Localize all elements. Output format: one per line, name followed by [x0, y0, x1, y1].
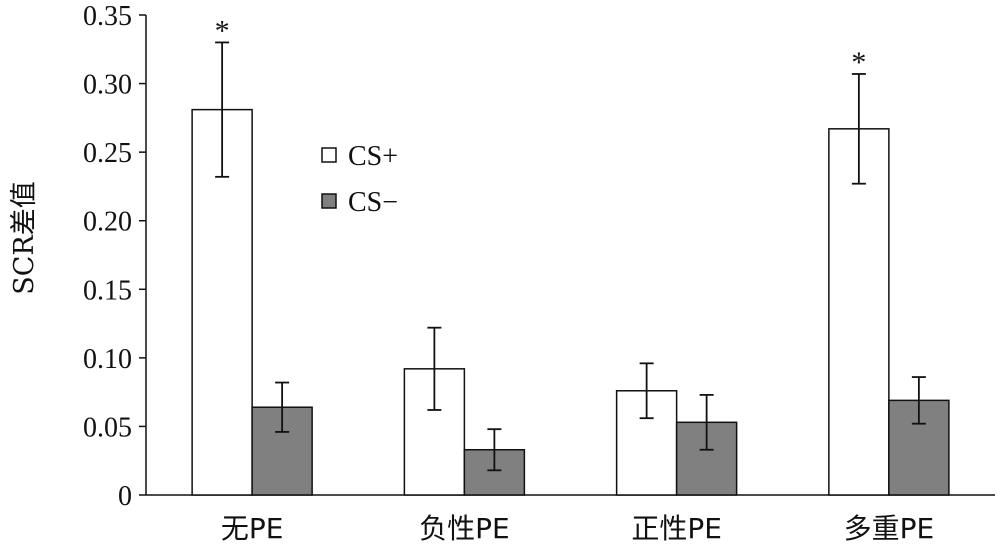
- y-ticks: 0 0.05 0.10 0.15 0.20 0.25 0.30 0.35: [83, 1, 146, 512]
- significance-star: *: [851, 46, 866, 79]
- annotations: **: [215, 14, 867, 79]
- bar-cs-plus: [403, 368, 466, 496]
- significance-star: *: [215, 14, 230, 47]
- y-tick-label: 0.05: [83, 412, 132, 443]
- error-bars: [215, 41, 926, 472]
- bar-cs-plus: [828, 128, 890, 496]
- y-axis-title-group: SCR差值: [9, 181, 40, 294]
- y-axis-title: SCR差值: [9, 181, 40, 294]
- y-tick-label: 0.35: [83, 1, 132, 32]
- legend-label-cs-plus: CS+: [348, 141, 398, 172]
- y-tick-label: 0.10: [83, 344, 132, 375]
- legend-swatch-cs-plus: [321, 147, 337, 163]
- legend: CS+ CS−: [321, 141, 398, 218]
- y-tick-label: 0.30: [83, 70, 132, 101]
- x-tick-labels: 无PE 负性PE 正性PE 多重PE: [221, 512, 934, 545]
- bars: [191, 108, 950, 496]
- legend-label-cs-minus: CS−: [348, 187, 398, 218]
- x-tick-label: 负性PE: [419, 512, 510, 545]
- bar-cs-minus: [888, 399, 950, 496]
- x-tick-label: 多重PE: [844, 512, 935, 545]
- y-tick-label: 0.25: [83, 138, 132, 169]
- y-tick-label: 0: [118, 481, 132, 512]
- y-tick-label: 0.20: [83, 207, 132, 238]
- y-tick-label: 0.15: [83, 275, 132, 306]
- x-tick-label: 无PE: [221, 512, 284, 545]
- x-tick-label: 正性PE: [631, 512, 722, 545]
- legend-swatch-cs-minus: [321, 193, 337, 209]
